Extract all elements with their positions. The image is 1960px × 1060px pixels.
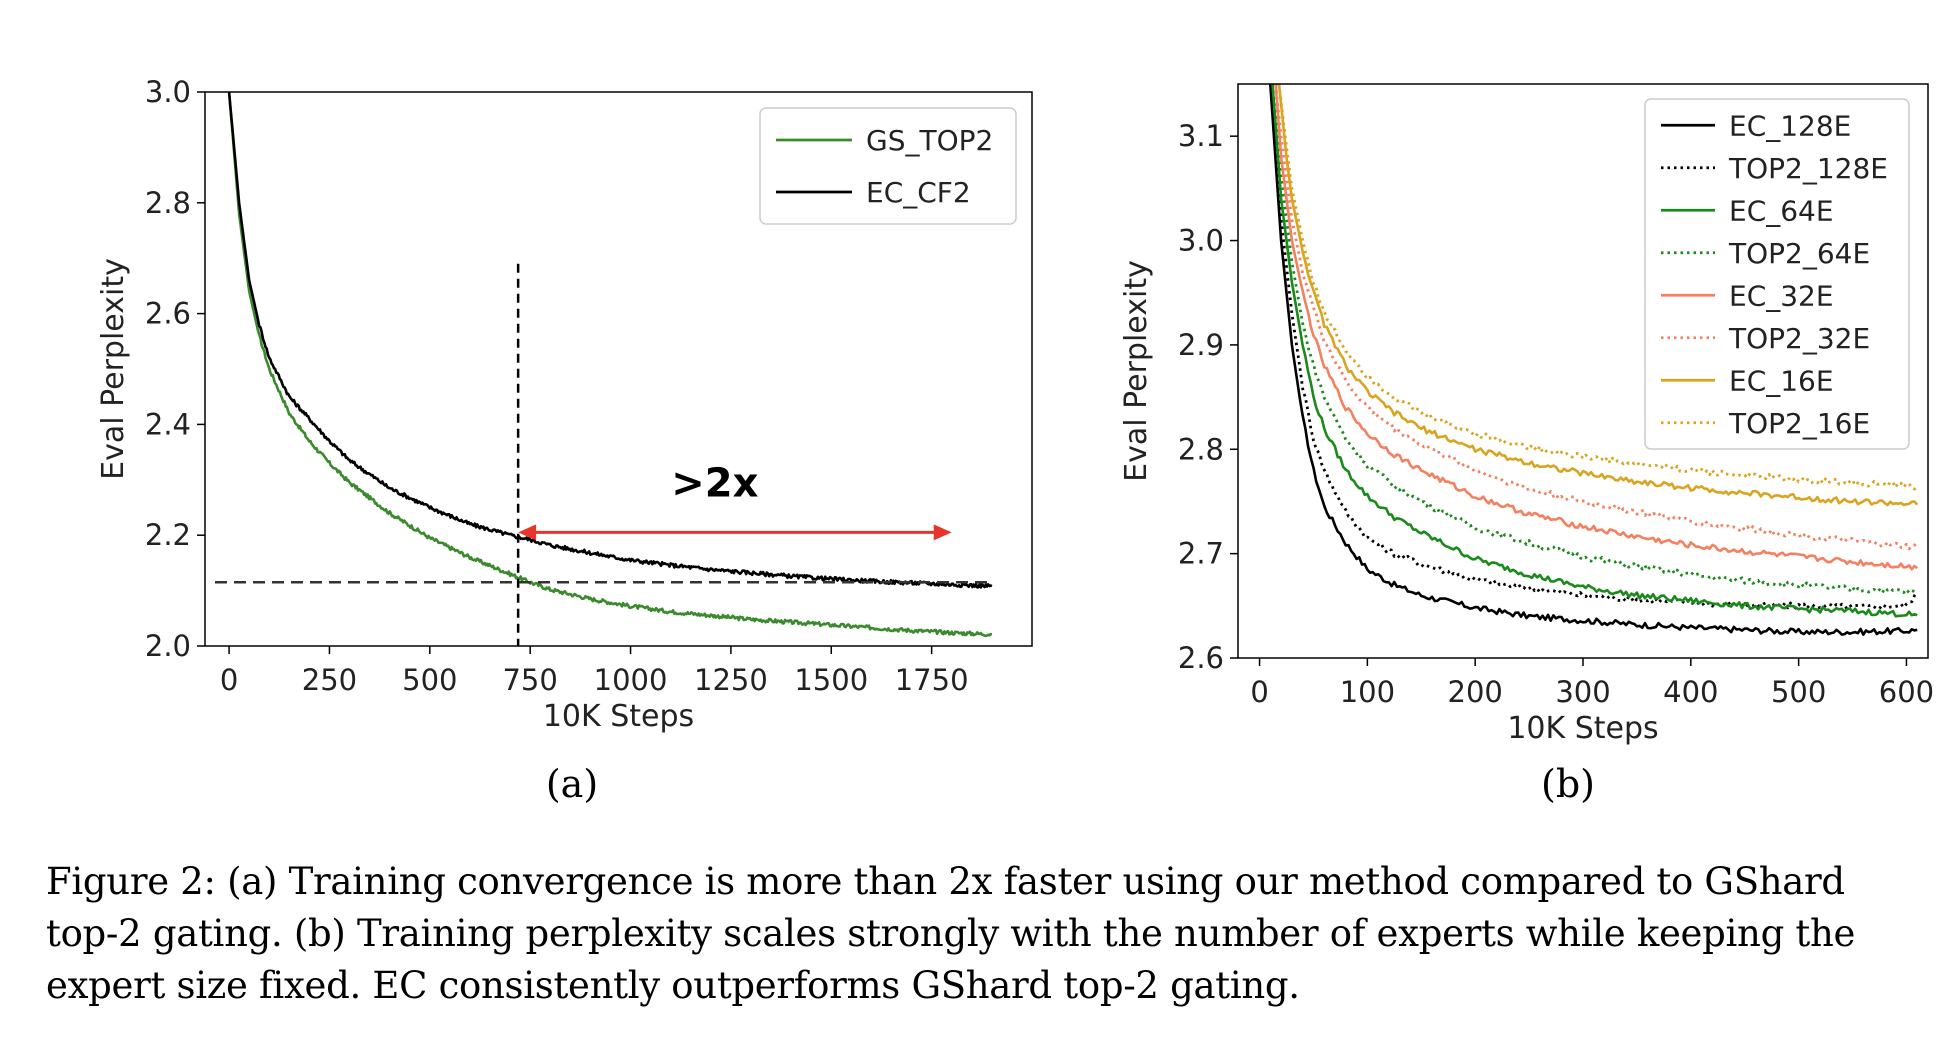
x-tick-label: 750 bbox=[502, 663, 557, 697]
series-line-ec-cf2 bbox=[227, 92, 993, 589]
y-tick-label: 2.4 bbox=[145, 407, 191, 441]
legend-label: GS_TOP2 bbox=[866, 124, 993, 157]
y-tick-label: 2.8 bbox=[145, 186, 191, 220]
x-tick-label: 300 bbox=[1555, 675, 1610, 709]
x-tick-label: 250 bbox=[302, 663, 357, 697]
y-tick-label: 2.7 bbox=[1178, 537, 1224, 571]
y-axis-label: Eval Perplexity bbox=[96, 258, 131, 480]
series-line-ec-32e bbox=[1274, 84, 1919, 571]
chart-a: 0 250 500 750 1000 1250 1500 1750 2.0 2.2 2.4 2.6 2.… bbox=[96, 75, 1033, 806]
y-tick-label: 2.8 bbox=[1178, 432, 1224, 466]
x-tick-label: 600 bbox=[1879, 675, 1934, 709]
x-tick-label: 0 bbox=[220, 663, 238, 697]
x-tick-label: 1250 bbox=[694, 663, 768, 697]
subfigure-label: (a) bbox=[546, 762, 598, 806]
plot-area bbox=[227, 92, 993, 638]
x-axis-label: 10K Steps bbox=[1507, 711, 1658, 746]
series-line-top2-64e bbox=[1271, 84, 1918, 595]
legend-label: EC_32E bbox=[1729, 279, 1834, 312]
x-tick-label: 400 bbox=[1663, 675, 1718, 709]
speedup-annotation: >2x bbox=[671, 460, 758, 506]
x-tick-label: 1000 bbox=[594, 663, 668, 697]
legend-label: EC_128E bbox=[1729, 109, 1851, 142]
y-tick-label: 2.0 bbox=[145, 629, 191, 663]
y-tick-label: 3.0 bbox=[145, 75, 191, 109]
series-line-top2-32e bbox=[1274, 84, 1919, 551]
plot-frame bbox=[204, 91, 1033, 647]
x-tick-label: 100 bbox=[1340, 675, 1395, 709]
x-tick-label: 200 bbox=[1448, 675, 1503, 709]
plot-area bbox=[1268, 84, 1919, 636]
subfigure-label: (b) bbox=[1541, 762, 1595, 806]
legend-label: TOP2_128E bbox=[1728, 152, 1888, 185]
y-tick-label: 3.1 bbox=[1178, 119, 1224, 153]
x-tick-label: 1500 bbox=[794, 663, 868, 697]
series-line-top2-128e bbox=[1268, 84, 1919, 611]
legend-label: TOP2_16E bbox=[1728, 407, 1870, 440]
x-tick-label: 500 bbox=[1771, 675, 1826, 709]
plot-frame bbox=[1237, 83, 1929, 659]
legend-label: EC_64E bbox=[1729, 194, 1834, 227]
legend-label: TOP2_32E bbox=[1728, 322, 1870, 355]
legend-box bbox=[759, 107, 1017, 225]
chart-b: 0 100 200 300 400 500 600 2.6 2.7 2.8 2.9 3.0 3.1 10K… bbox=[1119, 83, 1934, 806]
y-tick-label: 2.2 bbox=[145, 518, 191, 552]
y-tick-label: 2.6 bbox=[1178, 641, 1224, 675]
x-tick-label: 500 bbox=[402, 663, 457, 697]
series-line-ec-64e bbox=[1271, 84, 1918, 618]
y-tick-label: 2.6 bbox=[145, 297, 191, 331]
legend-box bbox=[1644, 98, 1910, 450]
legend-label: TOP2_64E bbox=[1728, 237, 1870, 270]
y-tick-label: 2.9 bbox=[1178, 328, 1224, 362]
series-line-ec-128e bbox=[1269, 84, 1918, 636]
speedup-arrow-head-right bbox=[933, 524, 952, 541]
y-tick-label: 3.0 bbox=[1178, 224, 1224, 258]
series-line-ec-16e bbox=[1277, 84, 1919, 507]
legend-label: EC_CF2 bbox=[866, 176, 971, 209]
series-line-gs-top2 bbox=[227, 92, 993, 638]
speedup-arrow-head-left bbox=[518, 524, 537, 541]
y-axis-label: Eval Perplexity bbox=[1119, 260, 1154, 482]
x-tick-label: 0 bbox=[1250, 675, 1268, 709]
x-tick-label: 1750 bbox=[895, 663, 969, 697]
x-axis-label: 10K Steps bbox=[543, 699, 694, 734]
figure-caption: Figure 2: (a) Training convergence is mo… bbox=[46, 860, 1856, 1007]
legend-label: EC_16E bbox=[1729, 364, 1834, 397]
